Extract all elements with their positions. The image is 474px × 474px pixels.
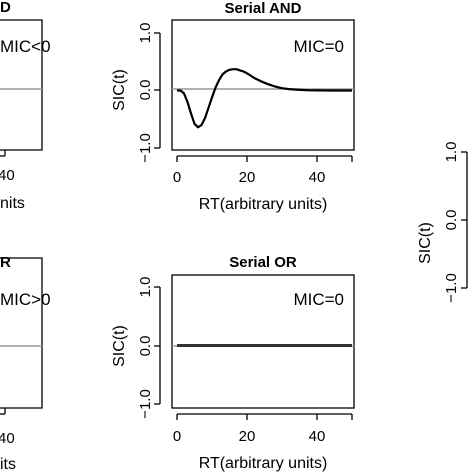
serial-or-y-axis-title: SIC(t) [111,325,128,367]
serial-or-y-tick-label-top: 1.0 [137,277,154,298]
left-top-frame [0,19,43,151]
left-top-x-tick-label: 40 [0,167,15,184]
right-y-tick-label-mid: 0.0 [443,210,460,231]
serial-and-y-tick-label-bottom: −1.0 [137,133,154,163]
left-partial-panel-bottom: R MIC>0 40 its [0,254,51,473]
right-y-tick-label-bottom: −1.0 [443,273,460,303]
serial-or-x-tick-label-0: 0 [173,428,181,445]
left-bottom-frame [0,257,43,409]
serial-or-y-tick-label-mid: 0.0 [137,336,154,357]
serial-and-y-tick-label-mid: 0.0 [137,80,154,101]
left-top-mic-label: MIC<0 [0,37,51,56]
serial-and-x-tick-label-40: 40 [309,169,326,186]
right-partial-panel: SIC(t) 1.0 0.0 −1.0 [417,142,468,303]
right-y-tick-label-top: 1.0 [443,142,460,163]
serial-and-x-tick-label-0: 0 [173,169,181,186]
serial-and-y-axis-title: SIC(t) [111,69,128,111]
serial-or-x-tick-label-40: 40 [309,428,326,445]
serial-or-x-axis-title: RT(arbitrary units) [199,455,328,472]
serial-and-mic-label: MIC=0 [293,37,344,56]
left-bottom-mic-label: MIC>0 [0,290,51,309]
right-y-axis-title: SIC(t) [417,222,434,264]
serial-or-mic-label: MIC=0 [293,290,344,309]
serial-or-x-tick-label-20: 20 [239,428,256,445]
serial-and-frame [171,19,355,151]
serial-or-panel: Serial OR MIC=0 1.0 0.0 −1.0 SIC(t) 0 20… [111,254,355,472]
serial-and-y-tick-label-top: 1.0 [137,23,154,44]
left-bottom-x-tick-label: 40 [0,430,15,447]
partial-panel-title-bottom: R [0,254,11,271]
left-top-x-axis-fragment: nits [0,195,25,212]
partial-panel-title-top: D [0,0,11,16]
serial-or-y-tick-label-bottom: −1.0 [137,389,154,419]
serial-or-frame [171,274,355,409]
serial-and-x-axis-title: RT(arbitrary units) [199,196,328,213]
serial-or-title: Serial OR [229,254,297,271]
serial-and-title: Serial AND [225,0,302,17]
serial-and-panel: Serial AND MIC=0 1.0 0.0 −1.0 SIC(t) 0 2… [111,0,355,213]
serial-and-sic-curve [177,68,352,129]
left-bottom-x-axis-fragment: its [0,456,16,473]
left-partial-panel-top: D MIC<0 40 nits [0,0,51,212]
serial-and-x-tick-label-20: 20 [239,169,256,186]
